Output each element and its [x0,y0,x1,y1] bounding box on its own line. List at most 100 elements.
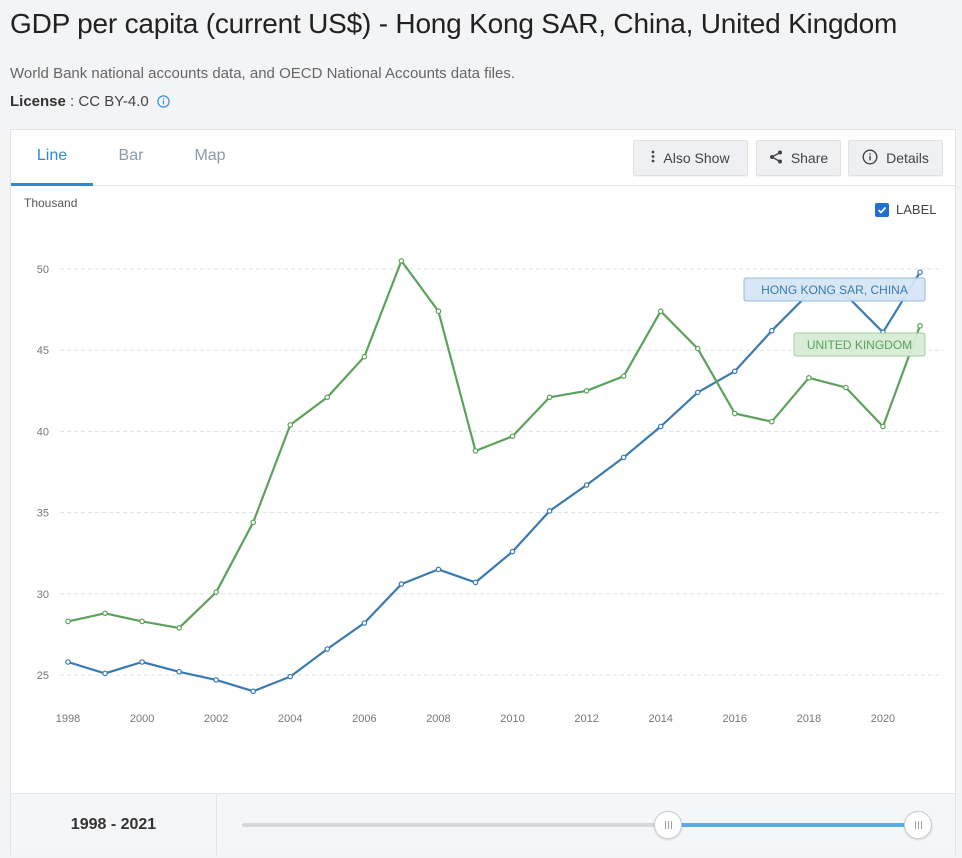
data-point-hong-kong-sar-china [509,548,516,555]
y-tick-label: 30 [37,589,49,601]
label-toggle[interactable]: LABEL [875,202,936,217]
data-point-hong-kong-sar-china [583,482,590,488]
data-point-hong-kong-sar-china [657,423,664,430]
data-point-united-kingdom [139,618,145,625]
x-tick-label: 2010 [500,713,524,725]
data-point-united-kingdom [65,618,71,625]
data-point-hong-kong-sar-china [472,579,479,586]
data-point-united-kingdom [472,448,479,454]
data-point-united-kingdom [398,258,405,264]
share-icon [769,150,783,167]
more-vertical-icon [651,150,655,166]
details-button[interactable]: Details [848,140,943,176]
data-point-united-kingdom [769,418,775,425]
x-tick-label: 2014 [648,713,672,725]
data-point-hong-kong-sar-china [731,368,738,375]
label-toggle-text: LABEL [896,202,937,217]
data-point-united-kingdom [176,625,182,631]
y-tick-label: 45 [37,345,49,357]
data-point-hong-kong-sar-china [139,659,145,665]
data-point-united-kingdom [843,384,849,391]
data-point-united-kingdom [880,423,886,430]
tab-bar[interactable]: Bar [118,147,144,164]
chart-card: Line Bar Map Also Show Share Details Tho… [10,129,956,856]
y-tick-label: 40 [37,426,49,438]
data-point-hong-kong-sar-china [65,659,71,665]
series-line-hong-kong-sar-china [67,271,921,693]
data-point-hong-kong-sar-china [176,668,182,675]
data-point-hong-kong-sar-china [250,688,257,695]
info-icon[interactable] [157,95,170,112]
year-range-display: 1998 - 2021 [11,794,217,856]
license-separator: : [65,93,79,110]
data-point-united-kingdom [250,519,257,526]
source-note: World Bank national accounts data, and O… [10,65,516,82]
label-checkbox[interactable] [875,202,889,217]
data-point-united-kingdom [546,394,553,401]
y-tick-label: 50 [37,264,49,276]
series-labels: HONG KONG SAR, CHINA UNITED KINGDOM [743,277,926,357]
data-point-hong-kong-sar-china [287,673,294,680]
data-point-hong-kong-sar-china [102,670,108,677]
data-point-hong-kong-sar-china [398,581,405,587]
series-label-united-kingdom: UNITED KINGDOM [807,338,912,352]
data-point-hong-kong-sar-china [917,269,923,276]
license-value: CC BY-4.0 [78,93,149,110]
data-point-united-kingdom [287,422,294,428]
x-tick-label: 2016 [723,713,747,725]
share-label: Share [790,150,829,166]
data-point-hong-kong-sar-china [361,620,368,626]
x-tick-label: 2000 [130,713,154,725]
x-tick-label: 2018 [797,713,821,725]
data-point-united-kingdom [583,387,590,394]
y-axis-unit: Thousand [24,196,78,210]
also-show-label: Also Show [663,150,730,166]
y-tick-label: 35 [37,508,49,520]
data-point-hong-kong-sar-china [546,508,553,514]
tab-map[interactable]: Map [194,147,226,164]
year-range-footer: 1998 - 2021 [11,793,955,856]
x-tick-label: 2004 [278,713,302,725]
x-tick-label: 2002 [204,713,228,725]
data-point-united-kingdom [361,353,368,360]
data-point-united-kingdom [620,373,627,379]
range-start: 1998 [70,816,107,833]
data-point-hong-kong-sar-china [769,327,775,334]
license-line: License : CC BY-4.0 [10,93,170,112]
series-label-box-united-kingdom [793,332,926,357]
series-label-hong-kong-sar-china: HONG KONG SAR, CHINA [761,283,908,297]
data-point-united-kingdom [657,308,664,315]
y-tick-label: 25 [37,670,49,682]
year-slider-selection [668,823,918,827]
data-point-united-kingdom [731,410,738,417]
year-slider-track[interactable] [242,823,932,827]
info-circle-icon [862,148,878,168]
series-label-box-hong-kong-sar-china [743,277,926,302]
slider-handle-end[interactable] [904,811,932,839]
series-line-united-kingdom [67,259,922,629]
range-separator: - [106,816,121,833]
data-point-hong-kong-sar-china [435,566,442,573]
details-label: Details [886,150,929,166]
series-layer[interactable] [65,258,923,695]
grid-layer [60,268,943,676]
data-point-united-kingdom [324,394,331,401]
data-point-united-kingdom [102,610,108,617]
x-tick-label: 2012 [574,713,598,725]
data-point-united-kingdom [806,375,812,381]
slider-handle-start[interactable] [654,811,682,839]
data-point-hong-kong-sar-china [620,454,627,461]
chart-tabs: Line Bar Map Also Show Share Details [11,130,955,186]
tab-line[interactable]: Line [11,130,93,186]
line-chart: 25 30 35 40 45 50 1998 2000 2002 2004 2006 2008 201… [37,258,943,725]
share-button[interactable]: Share [756,140,841,176]
data-point-hong-kong-sar-china [694,389,701,396]
x-tick-label: 2020 [871,713,895,725]
x-tick-labels: 1998 2000 2002 2004 2006 2008 2010 2012 2014 2016… [56,713,895,725]
data-point-united-kingdom [435,308,442,315]
x-tick-label: 1998 [56,713,80,725]
page-title: GDP per capita (current US$) - Hong Kong… [10,8,898,39]
data-point-hong-kong-sar-china [324,646,331,652]
data-point-united-kingdom [213,589,219,595]
also-show-button[interactable]: Also Show [633,140,748,176]
